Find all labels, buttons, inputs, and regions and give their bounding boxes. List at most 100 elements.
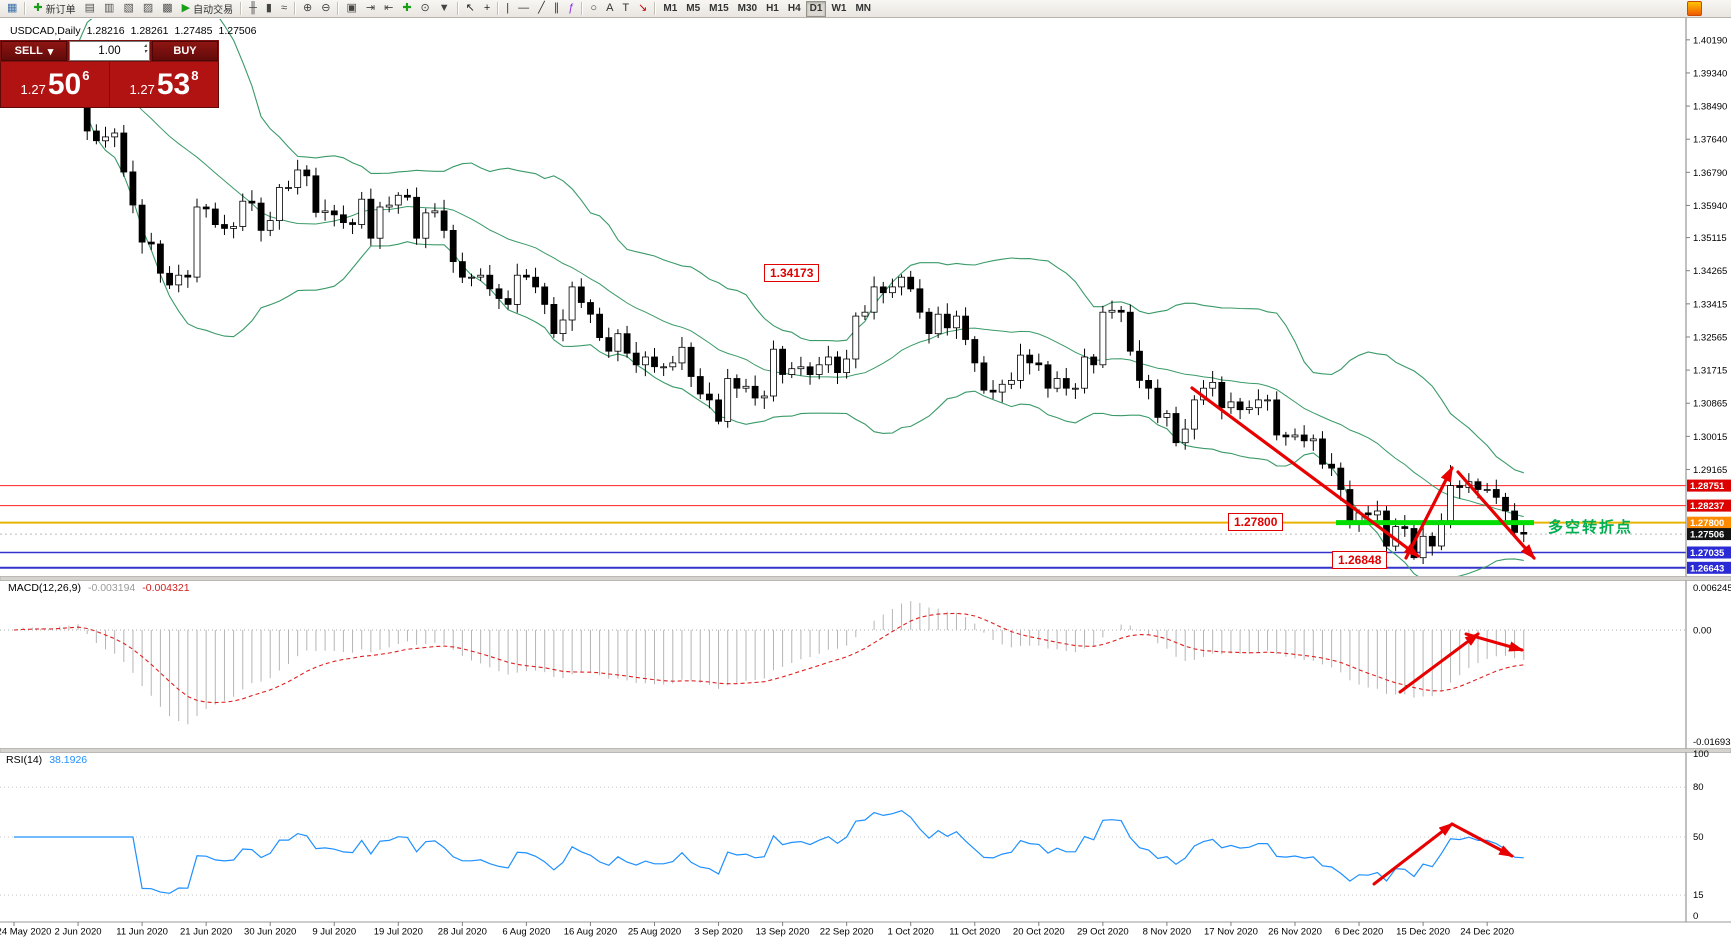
zoom-in-icon[interactable]: ⊕	[299, 1, 316, 17]
cursor-icon: ↖	[465, 2, 475, 14]
crosshair-icon[interactable]: +	[480, 1, 494, 17]
price-callout[interactable]: 1.27800	[1228, 513, 1284, 531]
macd-main-value: -0.003194	[87, 582, 136, 594]
one-click-trading-panel: SELL ▾ 1.00 ▴ ▾ BUY 1.27 50 6 1.27	[0, 40, 219, 108]
zoom-in-icon: ⊕	[303, 2, 313, 14]
pane-separator[interactable]	[0, 576, 1731, 581]
label-icon: T	[622, 2, 630, 14]
horizontal-line-icon[interactable]: ―	[514, 1, 533, 17]
timeframe-m1[interactable]: M1	[659, 1, 681, 17]
sell-dropdown-icon[interactable]: ▾	[47, 45, 54, 58]
bar-chart-icon: ╫	[249, 2, 257, 14]
turning-point-note[interactable]: 多空转折点	[1548, 519, 1634, 536]
svg-text:24 Dec 2020: 24 Dec 2020	[1460, 927, 1514, 938]
mql5-community-icon[interactable]	[1687, 1, 1702, 16]
line-chart-icon[interactable]: ≈	[277, 1, 291, 17]
autotrading-button[interactable]: ▶ 自动交易	[178, 1, 237, 17]
svg-text:0: 0	[1693, 911, 1698, 922]
vertical-line-icon[interactable]: |	[502, 1, 513, 17]
timeframe-w1[interactable]: W1	[827, 1, 850, 17]
buy-button[interactable]: BUY	[152, 41, 218, 61]
chart-shift-icon: ⇤	[384, 2, 394, 14]
candlestick-chart-icon[interactable]: ▮	[262, 1, 276, 17]
label-icon[interactable]: T	[618, 1, 633, 17]
terminal-icon[interactable]: ▨	[139, 1, 157, 17]
navigator-icon: ▧	[123, 2, 134, 14]
svg-text:0.00: 0.00	[1693, 626, 1712, 637]
bar-low: 1.27485	[174, 25, 213, 37]
lot-value: 1.00	[98, 45, 121, 57]
template-icon[interactable]: ▼	[435, 1, 454, 17]
channel-icon: ∥	[553, 2, 560, 14]
lot-spinner[interactable]: ▴ ▾	[144, 43, 147, 55]
new-order-button: ✚	[33, 2, 43, 14]
svg-text:21 Jun 2020: 21 Jun 2020	[180, 927, 232, 938]
trade-panel-prices: 1.27 50 6 1.27 53 8	[0, 62, 219, 108]
period-icon[interactable]: ⊙	[417, 1, 434, 17]
rsi-value: 38.1926	[49, 754, 88, 766]
timeframe-d1[interactable]: D1	[805, 0, 827, 17]
toolbar-separator	[337, 2, 340, 15]
toolbar-separator	[456, 2, 459, 15]
macd-signal-value: -0.004321	[142, 582, 190, 594]
buy-price[interactable]: 1.27 53 8	[129, 68, 199, 101]
sell-button[interactable]: SELL ▾	[1, 41, 67, 61]
text-icon: A	[606, 2, 614, 14]
date-axis[interactable]: 24 May 2020 2 Jun 2020 11 Jun 2020 21 Jun 2…	[0, 922, 1514, 938]
trend-line-icon[interactable]: ╱	[534, 1, 549, 17]
price-callout[interactable]: 1.34173	[764, 264, 820, 282]
zoom-out-icon: ⊖	[321, 2, 331, 14]
svg-text:1.36790: 1.36790	[1693, 168, 1727, 179]
strategy-tester-icon[interactable]: ▩	[158, 1, 176, 17]
svg-text:1.35115: 1.35115	[1693, 233, 1727, 244]
symbol-name: USDCAD,Daily	[10, 25, 81, 37]
timeframe-h1[interactable]: H1	[762, 1, 783, 17]
tile-windows-icon[interactable]: ▣	[342, 1, 360, 17]
svg-text:25 Aug 2020: 25 Aug 2020	[628, 927, 681, 938]
svg-text:15: 15	[1693, 890, 1704, 901]
indicators-icon[interactable]: ✚	[398, 1, 415, 17]
auto-scroll-icon[interactable]: ⇥	[362, 1, 379, 17]
toolbar-separator	[654, 2, 657, 15]
price-axis[interactable]: 1.40190 1.39340 1.38490 1.37640 1.36790 1.359…	[1685, 18, 1731, 922]
fibonacci-icon[interactable]: ƒ	[564, 1, 578, 17]
svg-text:1.30865: 1.30865	[1693, 399, 1727, 410]
new-order-button[interactable]: ✚ 新订单	[29, 1, 79, 17]
bar-chart-icon[interactable]: ╫	[245, 1, 261, 17]
chart-window-icon[interactable]: ▦	[3, 1, 21, 17]
svg-text:26 Nov 2020: 26 Nov 2020	[1268, 927, 1322, 938]
lot-up-icon[interactable]: ▴	[143, 43, 147, 49]
timeframe-m5[interactable]: M5	[682, 1, 704, 17]
pane-separator[interactable]	[0, 748, 1731, 753]
rsi-line	[14, 810, 1524, 894]
arrow-object-icon[interactable]: ↘	[634, 1, 651, 17]
timeframe-mn[interactable]: MN	[851, 1, 875, 17]
svg-text:50: 50	[1693, 832, 1704, 843]
svg-text:1.33415: 1.33415	[1693, 299, 1727, 310]
navigator-icon[interactable]: ▧	[119, 1, 137, 17]
lot-size-field[interactable]: 1.00 ▴ ▾	[69, 41, 150, 61]
cursor-icon[interactable]: ↖	[462, 1, 479, 17]
buy-label: BUY	[173, 45, 197, 57]
candlestick-chart-icon: ▮	[265, 2, 272, 14]
timeframe-m15[interactable]: M15	[705, 1, 732, 17]
zoom-out-icon[interactable]: ⊖	[317, 1, 334, 17]
chart-window-icon: ▦	[7, 2, 18, 14]
price-callout[interactable]: 1.26848	[1332, 551, 1388, 569]
chart-shift-icon[interactable]: ⇤	[380, 1, 397, 17]
shapes-icon[interactable]: ○	[586, 1, 601, 17]
svg-text:1.29165: 1.29165	[1693, 465, 1727, 476]
macd-signal-line	[13, 612, 1524, 704]
text-icon[interactable]: A	[602, 1, 617, 17]
line-chart-icon: ≈	[280, 2, 288, 14]
data-window-icon[interactable]: ▥	[100, 1, 118, 17]
market-watch-icon[interactable]: ▤	[81, 1, 99, 17]
channel-icon[interactable]: ∥	[550, 1, 564, 17]
sell-price[interactable]: 1.27 50 6	[1, 62, 110, 107]
timeframe-m30[interactable]: M30	[734, 1, 761, 17]
timeframe-h4[interactable]: H4	[784, 1, 805, 17]
trend-arrows[interactable]	[1190, 386, 1536, 560]
lot-down-icon[interactable]: ▾	[143, 49, 147, 55]
